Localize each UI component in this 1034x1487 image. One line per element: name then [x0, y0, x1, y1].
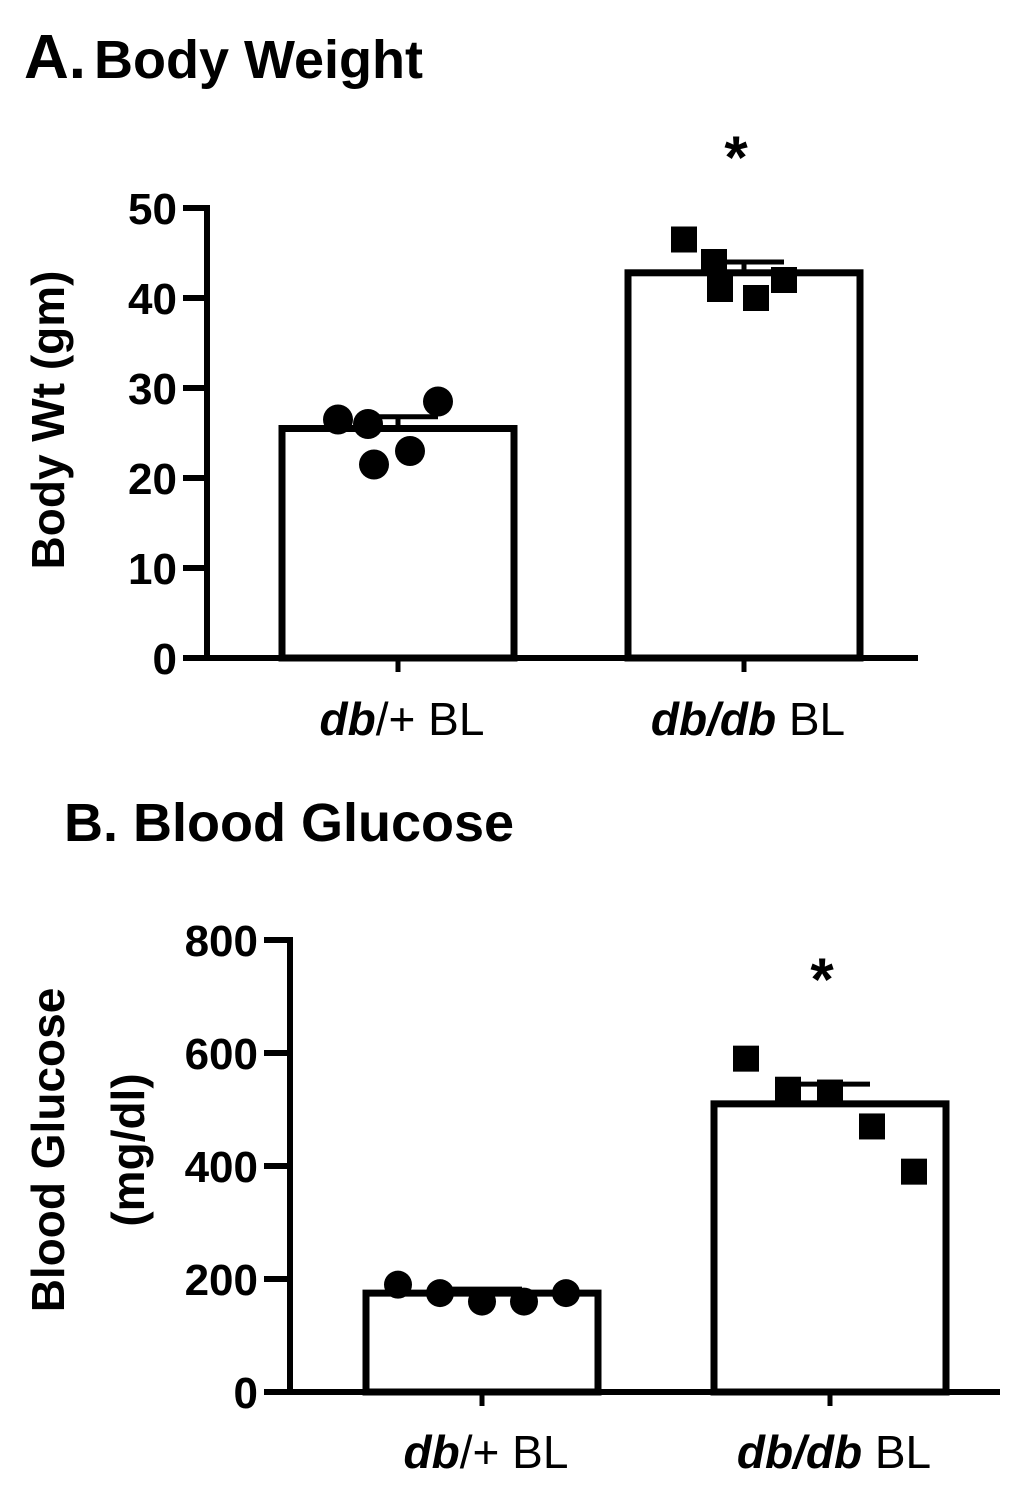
bg-data-point — [733, 1045, 759, 1072]
bw-data-point — [323, 404, 353, 435]
bw-category-label: db/+ BL — [320, 693, 485, 745]
bg-y-tick-label: 0 — [234, 1369, 258, 1418]
panel-a-letter: A. — [24, 23, 86, 92]
body-weight-chart: 0 10 20 30 40 50 Body Wt (gm) db/+ BL * db/db BL — [22, 124, 918, 745]
bw-significance-marker: * — [724, 124, 748, 191]
bg-data-point — [384, 1270, 412, 1299]
bw-y-tick-label: 40 — [128, 275, 177, 324]
bg-data-point — [817, 1079, 843, 1106]
bw-y-tick-label: 0 — [153, 635, 177, 684]
bw-data-point — [359, 449, 389, 480]
bw-data-point — [395, 436, 425, 466]
bg-category-label: db/+ BL — [404, 1426, 569, 1478]
bw-category-label: db/db BL — [651, 693, 845, 745]
bw-y-axis-title: Body Wt (gm) — [22, 271, 74, 570]
bg-significance-marker: * — [810, 946, 834, 1013]
bg-data-point — [859, 1113, 885, 1140]
bg-y-tick-label: 800 — [185, 917, 258, 966]
bg-data-point — [510, 1287, 538, 1316]
bw-y-tick-label: 50 — [128, 185, 177, 234]
bw-y-tick-label: 30 — [128, 365, 177, 414]
bg-data-point — [552, 1279, 580, 1308]
bw-bar-1 — [278, 425, 518, 662]
bw-data-point — [707, 276, 733, 302]
bw-data-point — [701, 249, 727, 275]
bw-y-tick-label: 10 — [128, 545, 177, 594]
bg-y-axis-title-unit: (mg/dl) — [102, 1073, 154, 1226]
bw-data-point — [353, 409, 383, 439]
bw-data-point — [423, 386, 453, 417]
bg-y-tick-label: 400 — [185, 1143, 258, 1192]
bg-data-point — [775, 1076, 801, 1103]
bg-bar-2 — [710, 1100, 950, 1396]
bw-y-tick-label: 20 — [128, 455, 177, 504]
bg-data-point — [901, 1158, 927, 1185]
bw-bar-2 — [624, 269, 864, 662]
bg-y-tick-label: 200 — [185, 1256, 258, 1305]
bg-data-point — [426, 1279, 454, 1308]
panel-b-title: B. Blood Glucose — [64, 793, 515, 853]
bw-data-point — [671, 226, 697, 253]
bw-data-point — [743, 285, 769, 311]
bg-y-tick-label: 600 — [185, 1030, 258, 1079]
bg-y-axis-title: Blood Glucose — [22, 988, 74, 1313]
bg-category-label: db/db BL — [737, 1426, 931, 1478]
panel-a-title-text: Body Weight — [94, 30, 423, 90]
bg-data-point — [468, 1287, 496, 1316]
panel-a-title: A. Body Weight — [24, 22, 423, 93]
bw-data-point — [771, 267, 797, 293]
